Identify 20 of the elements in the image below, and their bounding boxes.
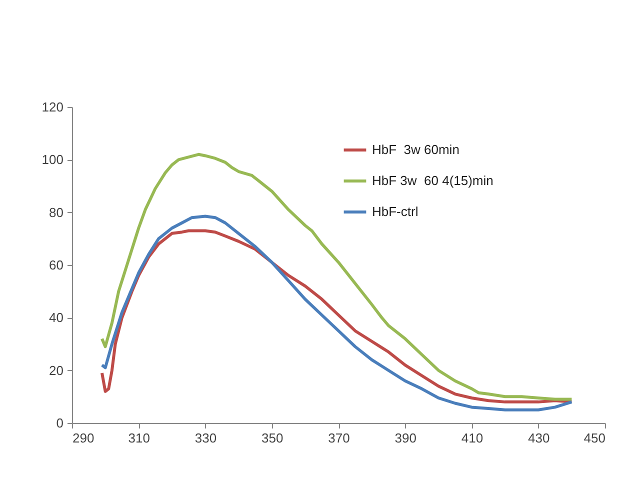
y-tick-label: 20 — [49, 362, 64, 378]
y-tick-label: 40 — [49, 310, 64, 326]
y-tick-label: 120 — [42, 100, 64, 114]
x-tick-label: 410 — [461, 430, 484, 446]
x-tick-label: 350 — [262, 430, 284, 446]
x-tick-label: 430 — [528, 430, 550, 446]
line-series — [100, 152, 574, 401]
y-tick-label: 100 — [42, 152, 64, 168]
x-tick-label: 290 — [72, 430, 94, 446]
y-tick-label: 60 — [49, 258, 64, 272]
legend-label: HbF 3w 60 4(15)min — [372, 173, 494, 188]
x-tick-label: 370 — [328, 430, 350, 446]
legend-label: HbF 3w 60min — [372, 142, 460, 157]
y-tick-label: 80 — [49, 204, 64, 220]
x-tick-label: 310 — [128, 430, 150, 446]
y-tick-label: 0 — [56, 416, 64, 430]
x-tick-label: 330 — [194, 430, 217, 446]
x-tick-label: 450 — [584, 430, 606, 446]
legend-label: HbF-ctrl — [372, 204, 418, 219]
x-tick-label: 390 — [394, 430, 416, 446]
